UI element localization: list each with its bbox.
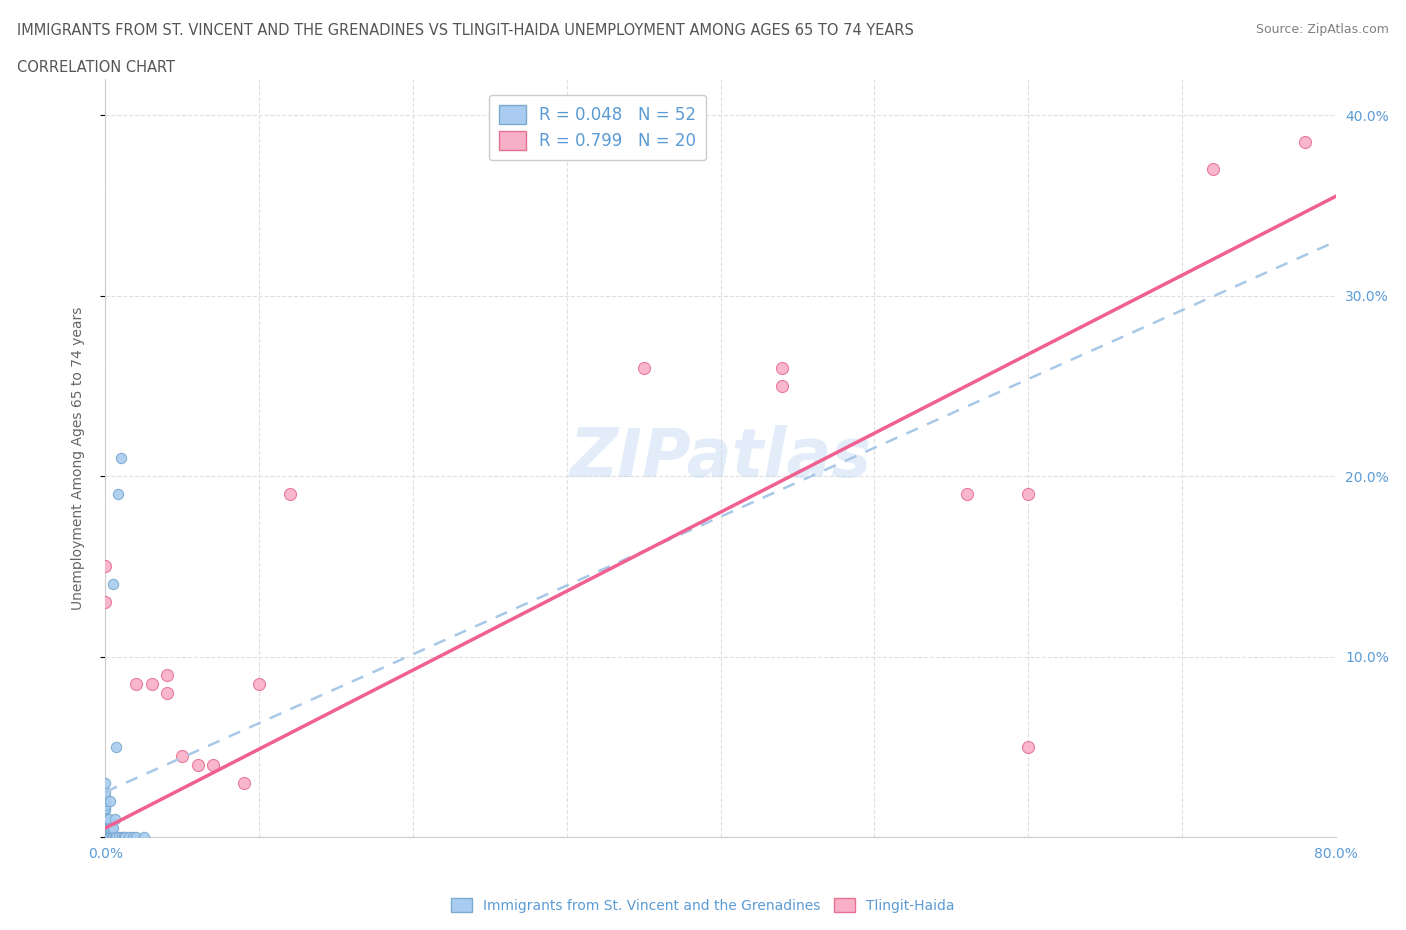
Point [105,830,128,844]
Point [111,830,134,844]
Point [94,830,117,844]
Point [94,790,117,804]
Point [94,776,117,790]
Point [114,830,136,844]
Point [94,801,117,816]
Point [107,486,129,501]
Point [125,830,148,844]
Point [104,812,127,827]
Y-axis label: Unemployment Among Ages 65 to 74 years: Unemployment Among Ages 65 to 74 years [70,306,84,610]
Point [156,667,179,682]
Point [97,820,120,835]
Point [1017,486,1039,501]
Point [247,676,270,691]
Point [117,830,139,844]
Point [122,830,145,844]
Point [94,803,117,817]
Point [108,830,131,844]
Point [94,830,117,844]
Point [232,776,254,790]
Text: CORRELATION CHART: CORRELATION CHART [17,60,174,75]
Point [97,812,120,827]
Point [94,824,117,839]
Point [94,826,117,841]
Point [156,685,179,700]
Text: IMMIGRANTS FROM ST. VINCENT AND THE GRENADINES VS TLINGIT-HAIDA UNEMPLOYMENT AMO: IMMIGRANTS FROM ST. VINCENT AND THE GREN… [17,23,914,38]
Point [94,559,117,574]
Text: ZIPatlas: ZIPatlas [569,425,872,491]
Point [94,817,117,831]
Point [633,360,655,375]
Point [110,451,132,466]
Point [100,820,122,835]
Point [770,360,793,375]
Point [96,830,118,844]
Legend: R = 0.048   N = 52, R = 0.799   N = 20: R = 0.048 N = 52, R = 0.799 N = 20 [489,95,706,160]
Point [94,830,117,844]
Point [132,830,155,844]
Point [98,830,121,844]
Point [94,830,117,844]
Point [94,830,117,844]
Point [96,812,118,827]
Point [94,793,117,808]
Point [101,830,124,844]
Text: Source: ZipAtlas.com: Source: ZipAtlas.com [1256,23,1389,36]
Point [94,830,117,844]
Point [94,820,117,835]
Point [956,486,979,501]
Point [141,676,163,691]
Point [98,820,121,835]
Point [112,830,135,844]
Point [125,676,148,691]
Point [105,739,128,754]
Point [94,820,117,835]
Point [94,797,117,812]
Point [100,830,122,844]
Point [1201,162,1223,177]
Point [101,820,124,835]
Point [98,793,121,808]
Point [94,595,117,610]
Point [104,830,127,844]
Point [94,784,117,799]
Point [770,379,793,393]
Point [187,757,209,772]
Point [94,812,117,827]
Point [94,812,117,827]
Point [172,749,194,764]
Point [1017,739,1039,754]
Point [1294,135,1316,150]
Point [278,486,301,501]
Point [97,830,120,844]
Point [101,577,124,591]
Point [202,757,225,772]
Point [96,830,118,844]
Legend: Immigrants from St. Vincent and the Grenadines, Tlingit-Haida: Immigrants from St. Vincent and the Gren… [446,893,960,919]
Point [94,822,117,837]
Point [94,812,117,827]
Point [96,820,118,835]
Point [96,830,118,844]
